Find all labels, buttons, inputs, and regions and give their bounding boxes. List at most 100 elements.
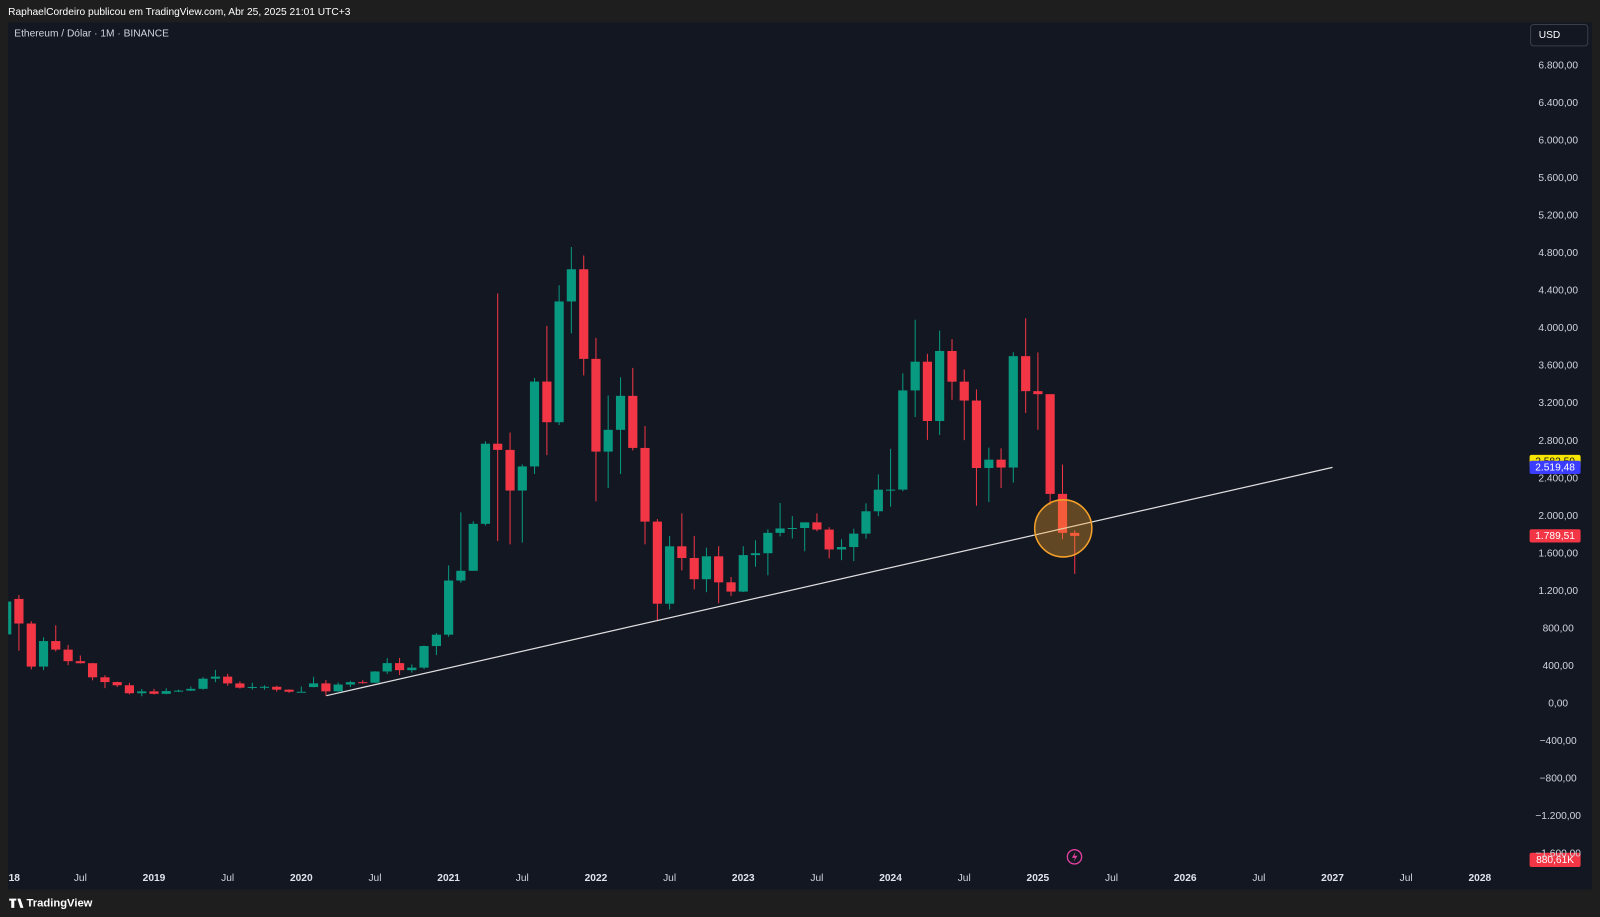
candle-body: [959, 381, 969, 401]
candle-body: [161, 691, 171, 694]
candle: [529, 378, 540, 474]
x-tick-label: Jul: [74, 873, 87, 884]
candle-body: [444, 580, 454, 635]
candle-body: [308, 683, 319, 688]
candle: [1070, 530, 1080, 574]
y-tick-label: 3.200,00: [1538, 398, 1578, 409]
candle: [431, 632, 442, 656]
candle-body: [198, 678, 208, 689]
candle: [174, 689, 184, 693]
candle: [1033, 352, 1043, 430]
publisher: RaphaelCordeiro publicou em TradingView.…: [8, 7, 351, 18]
event-bolt: [1071, 851, 1078, 862]
y-tick-label: 4.000,00: [1538, 323, 1578, 334]
x-tick-label: 2028: [1469, 873, 1492, 884]
y-tick-label: 400,00: [1543, 661, 1574, 672]
event-icon[interactable]: [1066, 849, 1083, 865]
candle: [235, 681, 245, 689]
candle-body: [591, 358, 601, 452]
x-tick-label: 2020: [290, 873, 313, 884]
candle-body: [1057, 493, 1068, 533]
candle-body: [579, 269, 589, 359]
candle-body: [1008, 356, 1018, 468]
candle-body: [1045, 394, 1055, 494]
candle: [800, 522, 810, 552]
candle: [579, 255, 589, 376]
candle: [971, 389, 982, 506]
candle-body: [910, 361, 920, 391]
candle: [419, 645, 429, 670]
candle-body: [898, 390, 908, 490]
candle: [149, 688, 159, 695]
candle-body: [922, 361, 933, 421]
candle-body: [480, 443, 491, 524]
price-tag-label: 2.519,48: [1535, 463, 1575, 474]
candle: [186, 686, 196, 691]
chart-panel: [8, 22, 1592, 890]
candle-body: [247, 686, 257, 688]
candle: [75, 655, 85, 664]
y-tick-label: −800,00: [1540, 774, 1577, 785]
currency-button[interactable]: [1530, 23, 1589, 47]
candle: [984, 447, 994, 503]
x-tick-label: Jul: [663, 873, 676, 884]
candle-body: [714, 556, 724, 583]
candle-body: [14, 598, 24, 624]
candle: [407, 664, 417, 673]
chart-title: Ethereum / Dólar · 1M · BINANCE: [14, 28, 169, 39]
candle: [566, 247, 576, 334]
candle-body: [186, 688, 196, 691]
candle-body: [971, 400, 982, 469]
candle-body: [615, 395, 626, 430]
candle: [910, 319, 920, 417]
candle-body: [358, 682, 368, 684]
candle-body: [63, 649, 73, 662]
candle-body: [800, 522, 810, 528]
candle: [1008, 352, 1018, 483]
candle-body: [763, 532, 773, 554]
candle-body: [259, 686, 270, 688]
candle-body: [149, 691, 159, 694]
candle-body: [873, 489, 883, 512]
candle: [480, 441, 491, 526]
candle: [861, 503, 871, 539]
candle-body: [689, 558, 699, 580]
volume-label: 880,61K: [1536, 855, 1574, 866]
candle: [63, 644, 73, 666]
y-tick-label: 6.400,00: [1538, 98, 1578, 109]
candle-body: [812, 522, 822, 530]
candle: [444, 565, 454, 637]
y-tick-label: 6.800,00: [1538, 60, 1578, 71]
candle-body: [652, 521, 662, 604]
candle: [750, 540, 761, 567]
candle-body: [112, 682, 122, 686]
candle-body: [505, 449, 515, 491]
candle-body: [775, 528, 785, 533]
y-tick-label: −1.200,00: [1535, 811, 1581, 822]
x-tick-label: 2022: [585, 873, 608, 884]
candle: [259, 685, 270, 690]
candle: [652, 518, 662, 622]
trendline: [326, 466, 1333, 697]
candle: [849, 528, 859, 562]
candle: [640, 426, 650, 545]
y-tick-label: 6.000,00: [1538, 135, 1578, 146]
x-tick-label: 2026: [1174, 873, 1197, 884]
candle-body: [419, 646, 429, 668]
candle: [517, 464, 527, 543]
candle-body: [665, 546, 675, 604]
candle: [1021, 318, 1031, 413]
candle: [812, 513, 822, 532]
candle-body: [517, 466, 527, 491]
x-tick-label: 2024: [879, 873, 902, 884]
event-ring: [1066, 849, 1083, 865]
candle-body: [468, 523, 478, 571]
candle-body: [849, 533, 859, 548]
candle: [898, 373, 908, 492]
y-tick-label: 4.800,00: [1538, 248, 1578, 259]
candle: [591, 337, 601, 502]
x-tick-label: 18: [9, 873, 21, 884]
y-tick-label: −1.600,00: [1535, 849, 1581, 860]
